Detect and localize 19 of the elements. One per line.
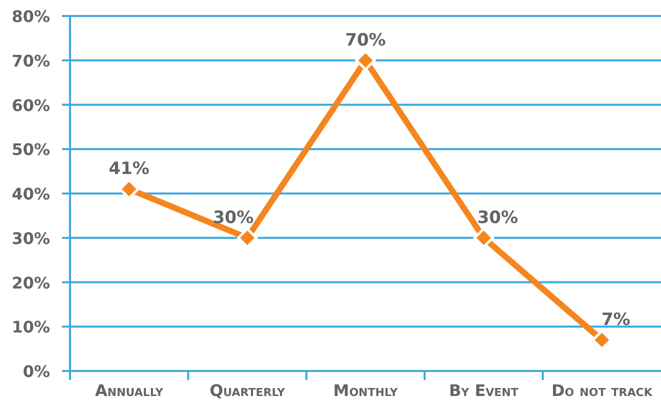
- y-tick-label: 40%: [12, 184, 50, 204]
- y-tick-label: 10%: [12, 318, 50, 337]
- y-tick-label: 0%: [22, 362, 50, 381]
- y-tick-label: 80%: [12, 7, 50, 26]
- data-label: 30%: [477, 208, 518, 228]
- data-label: 70%: [345, 30, 386, 50]
- y-tick-label: 20%: [12, 273, 50, 292]
- x-tick-label: Annually: [95, 381, 164, 400]
- data-label: 41%: [108, 159, 150, 180]
- y-tick-label: 50%: [12, 140, 50, 160]
- y-tick-label: 60%: [12, 96, 50, 115]
- data-label: 7%: [601, 310, 630, 330]
- x-tick-label: Monthly: [333, 381, 399, 400]
- y-tick-label: 70%: [12, 51, 50, 70]
- data-label: 30%: [212, 208, 254, 228]
- x-tick-label: Quarterly: [210, 381, 286, 400]
- y-tick-label: 30%: [12, 228, 50, 248]
- x-tick-label: By Event: [448, 381, 519, 400]
- x-tick-label: Do not track: [551, 381, 653, 400]
